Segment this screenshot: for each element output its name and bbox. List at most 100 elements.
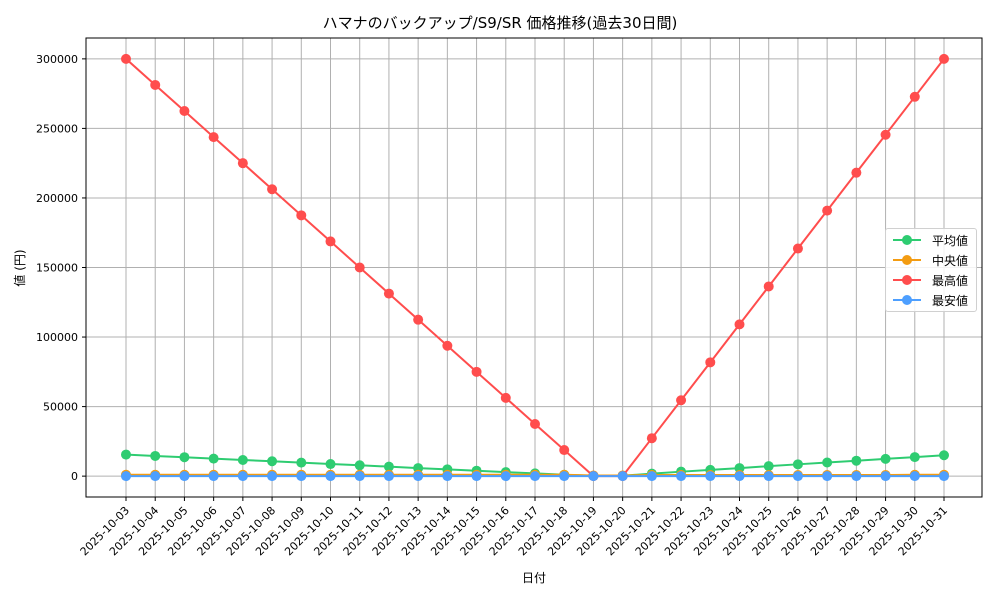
data-point [150, 79, 161, 90]
data-point [500, 471, 511, 482]
data-point [413, 471, 424, 482]
data-point [734, 319, 745, 330]
legend-item: 最安値 [886, 290, 976, 310]
data-point [383, 471, 394, 482]
x-axis-label: 日付 [522, 571, 546, 585]
series-最安値 [121, 471, 949, 482]
data-point [237, 455, 248, 466]
data-point [530, 471, 540, 482]
data-point [237, 471, 248, 482]
data-point [267, 456, 278, 467]
data-point [851, 455, 862, 466]
legend-item: 中央値 [886, 250, 976, 270]
data-point [792, 459, 803, 470]
data-point [296, 210, 307, 221]
y-tick-label: 0 [71, 470, 78, 483]
data-point [471, 366, 482, 377]
data-point [763, 281, 774, 292]
data-point [763, 471, 774, 482]
legend-item: 平均値 [886, 230, 976, 250]
data-point [880, 453, 891, 464]
data-point [851, 167, 862, 178]
chart-title: ハマナのバックアップ/S9/SR 価格推移(過去30日間) [322, 14, 678, 32]
data-point [588, 471, 599, 482]
data-point [939, 53, 949, 64]
legend-item: 最高値 [886, 270, 976, 290]
grid-lines [86, 38, 982, 497]
data-point [880, 471, 891, 482]
data-point [354, 471, 365, 482]
legend-label: 平均値 [932, 234, 969, 248]
data-point [267, 184, 278, 195]
y-tick-label: 250000 [36, 122, 78, 135]
y-tick-label: 150000 [36, 262, 78, 275]
data-point [500, 392, 511, 403]
data-point [121, 471, 131, 482]
series-最高値 [121, 53, 949, 482]
y-tick-label: 100000 [36, 331, 78, 344]
data-point [296, 457, 307, 468]
data-point [880, 129, 891, 140]
data-point [530, 418, 540, 429]
data-point [646, 471, 657, 482]
x-axis-ticks: 2025-10-032025-10-042025-10-052025-10-06… [78, 497, 950, 558]
data-point [237, 158, 248, 169]
data-point [676, 395, 687, 406]
y-tick-label: 200000 [36, 192, 78, 205]
data-point [442, 471, 453, 482]
data-point [296, 471, 307, 482]
data-point [179, 471, 190, 482]
data-point [705, 357, 716, 368]
data-point [851, 471, 862, 482]
data-point [121, 449, 131, 460]
y-tick-label: 300000 [36, 53, 78, 66]
legend: 平均値 中央値 最高値 最安値 [885, 228, 977, 312]
data-point [676, 471, 687, 482]
data-point [354, 262, 365, 273]
data-point [559, 471, 570, 482]
data-point [150, 450, 161, 461]
data-point [383, 288, 394, 299]
y-tick-label: 50000 [43, 401, 78, 414]
data-point [822, 457, 833, 468]
y-axis-label: 値 (円) [12, 249, 27, 286]
data-point [939, 471, 949, 482]
data-point [705, 471, 716, 482]
legend-label: 中央値 [932, 254, 969, 268]
data-point [325, 236, 336, 247]
legend-label: 最安値 [932, 294, 969, 308]
data-point [208, 453, 219, 464]
data-point [179, 106, 190, 117]
data-point [909, 91, 920, 102]
data-point [734, 471, 745, 482]
data-point [646, 433, 657, 444]
legend-marker-icon [902, 275, 912, 285]
data-point [325, 471, 336, 482]
series-layer [121, 53, 949, 482]
data-point [909, 471, 920, 482]
data-point [442, 340, 453, 351]
data-point [822, 205, 833, 216]
data-point [413, 314, 424, 325]
data-point [179, 452, 190, 463]
data-point [617, 471, 628, 482]
legend-marker-icon [902, 255, 912, 265]
data-point [734, 463, 745, 474]
data-point [939, 450, 949, 461]
data-point [559, 445, 570, 456]
data-point [267, 471, 278, 482]
data-point [325, 459, 336, 470]
data-point [383, 461, 394, 472]
data-point [208, 471, 219, 482]
data-point [792, 243, 803, 254]
data-point [822, 471, 833, 482]
data-point [150, 471, 161, 482]
data-point [792, 471, 803, 482]
data-point [763, 461, 774, 472]
data-point [121, 53, 131, 64]
y-axis-ticks: 0 50000 100000 150000 200000 250000 300000 [36, 53, 86, 483]
legend-marker-icon [902, 295, 912, 305]
data-point [909, 452, 920, 463]
data-point [208, 132, 219, 143]
